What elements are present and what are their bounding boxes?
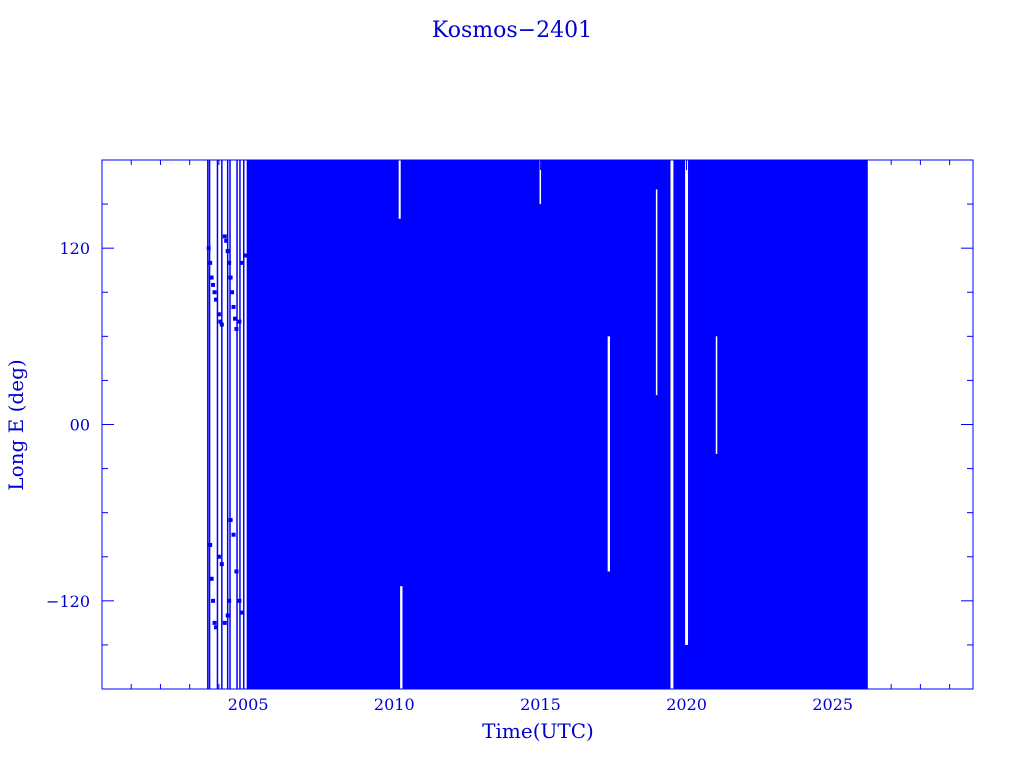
track-gap bbox=[655, 189, 658, 396]
data-point bbox=[240, 610, 245, 615]
data-point bbox=[219, 562, 224, 567]
y-tick-label: −120 bbox=[46, 592, 90, 611]
data-point bbox=[224, 238, 229, 243]
track-gap bbox=[715, 336, 718, 454]
track-gap bbox=[670, 160, 674, 689]
dense-track-region bbox=[246, 160, 868, 689]
y-tick-label: 120 bbox=[59, 239, 90, 258]
track-gap bbox=[400, 586, 403, 689]
data-point bbox=[231, 304, 236, 309]
data-point bbox=[231, 532, 236, 537]
data-point bbox=[212, 620, 217, 625]
track-gap bbox=[607, 336, 610, 572]
track-gap bbox=[685, 160, 689, 645]
data-point bbox=[237, 319, 242, 324]
track-gap bbox=[398, 160, 401, 219]
data-point bbox=[225, 613, 230, 618]
data-point bbox=[227, 260, 232, 265]
x-tick-label: 2015 bbox=[520, 695, 561, 714]
data-point bbox=[234, 326, 239, 331]
data-point bbox=[237, 598, 242, 603]
data-point bbox=[209, 275, 214, 280]
plot-marks bbox=[206, 160, 868, 689]
x-tick-label: 2010 bbox=[374, 695, 415, 714]
y-tick-label: 00 bbox=[70, 416, 90, 435]
x-tick-label: 2025 bbox=[812, 695, 853, 714]
data-point bbox=[228, 518, 233, 523]
data-point bbox=[227, 598, 232, 603]
data-point bbox=[211, 282, 216, 287]
data-point bbox=[216, 312, 221, 317]
y-axis-label: Long E (deg) bbox=[4, 359, 28, 490]
data-point bbox=[208, 542, 213, 547]
data-point bbox=[234, 569, 239, 574]
chart-title: Kosmos−2401 bbox=[432, 18, 592, 43]
data-point bbox=[211, 598, 216, 603]
data-point bbox=[208, 260, 213, 265]
axes: 2005 2010 2015 2020 2025 120 00 −120 bbox=[46, 159, 974, 714]
data-point bbox=[240, 260, 245, 265]
data-point bbox=[219, 322, 224, 327]
data-point bbox=[222, 620, 227, 625]
data-point bbox=[212, 290, 217, 295]
data-point bbox=[213, 297, 218, 302]
x-tick-label: 2005 bbox=[228, 695, 269, 714]
x-tick-label: 2020 bbox=[666, 695, 707, 714]
data-point bbox=[230, 290, 235, 295]
data-point bbox=[209, 576, 214, 581]
track-gap bbox=[539, 160, 542, 205]
data-point bbox=[232, 316, 237, 321]
data-point bbox=[213, 625, 218, 630]
data-point bbox=[228, 275, 233, 280]
data-point bbox=[206, 246, 211, 251]
data-point bbox=[222, 234, 227, 239]
data-point bbox=[218, 319, 223, 324]
data-point bbox=[225, 249, 230, 254]
x-axis-label: Time(UTC) bbox=[482, 719, 594, 743]
data-point bbox=[243, 253, 248, 258]
data-point bbox=[216, 554, 221, 559]
